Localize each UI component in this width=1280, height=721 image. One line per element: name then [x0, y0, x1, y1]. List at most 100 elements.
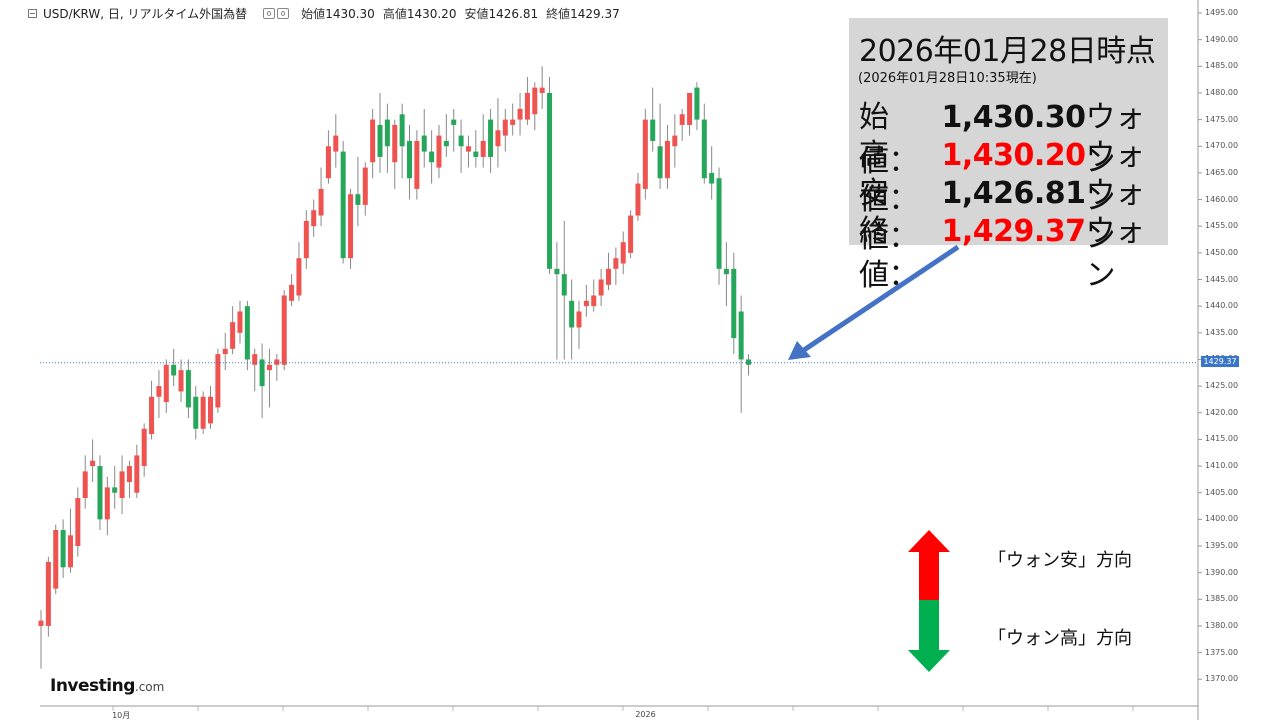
info-line: 始値： 1,430.30 ウォン: [859, 92, 1168, 180]
candle-body: [149, 396, 155, 435]
ohlc-label: 終値: [546, 6, 571, 21]
price-tick-label: 1445.00: [1205, 274, 1239, 284]
candle: [738, 295, 744, 413]
candle: [687, 92, 693, 136]
info-line-unit: ウォン: [1085, 100, 1146, 179]
candle: [429, 130, 435, 184]
candle: [650, 87, 656, 152]
candle-body: [362, 167, 368, 205]
candle: [259, 343, 265, 419]
candle-body: [67, 535, 73, 568]
info-line-value: 1,426.81: [941, 176, 1086, 211]
price-tick-label: 1380.00: [1205, 620, 1239, 630]
candle-body: [473, 151, 479, 157]
candle: [200, 391, 206, 435]
price-info-box: 2026年01月28日時点 (2026年01月28日10:35現在) 始値： 1,…: [849, 18, 1168, 293]
current-price-tag: 1429.37: [1201, 356, 1239, 367]
time-tick-label: 10月: [112, 711, 131, 720]
price-tick-label: 1485.00: [1205, 61, 1239, 71]
candle: [215, 348, 221, 413]
eye-icon[interactable]: [263, 7, 276, 19]
ohlc-item: 始値1430.30: [301, 5, 375, 22]
candle: [141, 423, 147, 477]
candle-body: [399, 114, 405, 147]
price-tick-label: 1370.00: [1205, 674, 1239, 684]
candle: [473, 130, 479, 168]
candle: [296, 242, 302, 301]
candle-body: [45, 561, 51, 626]
candle-body: [598, 279, 604, 296]
ohlc-value: 1426.81: [488, 6, 539, 21]
candle-body: [701, 119, 707, 179]
candle-body: [613, 258, 619, 269]
candle: [480, 114, 486, 168]
candle-body: [657, 146, 663, 179]
price-tick-label: 1490.00: [1205, 34, 1239, 44]
legend-down-label: 「ウォン高」方向: [988, 628, 1132, 649]
candle: [38, 609, 44, 669]
candle-body: [75, 498, 81, 546]
candle-body: [289, 284, 295, 301]
candle: [495, 98, 501, 168]
price-tick-label: 1400.00: [1205, 514, 1239, 524]
price-tick-label: 1425.00: [1205, 381, 1239, 391]
info-title: 2026年01月28日時点: [859, 34, 1156, 69]
candle: [53, 524, 59, 594]
candle: [303, 210, 309, 269]
price-tick-label: 1410.00: [1205, 461, 1239, 471]
candle: [569, 279, 575, 360]
candle: [414, 130, 420, 200]
candle: [672, 114, 678, 168]
candle-body: [746, 359, 752, 365]
ohlc-readout: 始値1430.30 高値1430.20 安値1426.81 終値1429.37: [301, 5, 620, 22]
candle-body: [458, 135, 464, 147]
candle: [60, 519, 66, 578]
price-tick-label: 1385.00: [1205, 594, 1239, 604]
candle-body: [583, 300, 589, 307]
candle-body: [171, 364, 177, 376]
candle-body: [451, 119, 457, 125]
candle-body: [561, 274, 567, 296]
candle: [443, 114, 449, 157]
candle-body: [421, 135, 427, 152]
candle: [620, 231, 626, 275]
candle-body: [126, 466, 132, 483]
time-tick-label: 2026: [635, 710, 656, 719]
candle: [156, 370, 162, 419]
info-line-unit: ウォン: [1085, 214, 1146, 293]
candle: [539, 66, 545, 109]
candle: [75, 487, 81, 557]
price-tick-label: 1435.00: [1205, 327, 1239, 337]
candle-body: [97, 466, 103, 520]
info-line-label: 高値：: [859, 138, 919, 217]
candle-body: [591, 295, 597, 307]
candle: [532, 82, 538, 131]
candle-body: [414, 140, 420, 189]
candle-body: [53, 530, 59, 589]
candle-body: [178, 370, 184, 392]
candle: [598, 268, 604, 307]
price-tick-label: 1405.00: [1205, 487, 1239, 497]
collapse-icon[interactable]: [28, 8, 37, 18]
header-icons: [263, 7, 290, 19]
info-line-value: 1,430.30: [941, 100, 1086, 135]
ohlc-label: 高値: [382, 6, 407, 21]
candle: [355, 156, 361, 227]
candle-body: [90, 460, 96, 467]
legend-up-label: 「ウォン安」方向: [988, 550, 1132, 571]
candle-body: [738, 311, 744, 360]
ohlc-value: 1430.20: [406, 6, 457, 21]
candle-body: [112, 487, 118, 493]
candle-body: [532, 87, 538, 115]
candle: [104, 476, 110, 536]
settings-icon[interactable]: [277, 7, 290, 19]
candle: [701, 103, 707, 184]
candle-body: [628, 215, 634, 253]
candle: [399, 103, 405, 179]
candle-body: [215, 354, 221, 408]
candle: [252, 348, 258, 392]
info-line: 終値： 1,429.37 ウォン: [859, 206, 1168, 294]
price-tick-label: 1415.00: [1205, 434, 1239, 444]
candle: [510, 103, 516, 136]
